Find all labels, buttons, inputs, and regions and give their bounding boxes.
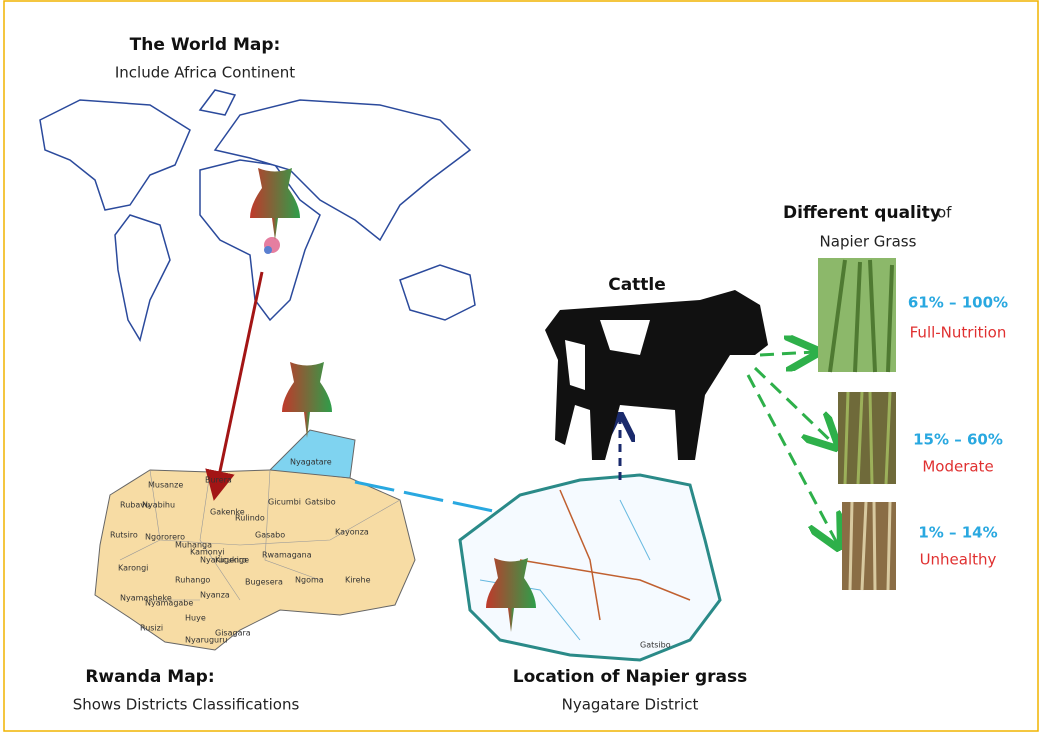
district-label: Gasabo [255,531,285,540]
district-label: Ruhango [175,576,210,585]
district-label: Karongi [118,564,148,573]
district-label: Bugesera [245,578,283,587]
diagram: Gatsibo The World Map: Include Africa Co… [0,0,1042,732]
district-label: Gicumbi [268,498,301,507]
grass-images [818,258,896,590]
district-label: Kicukiro [215,556,247,565]
map-label: Gatsibo [640,641,671,650]
label: Cattle [608,275,666,295]
quality-label: Unhealthy [920,551,997,569]
rwanda-map [95,430,415,650]
district-label: Nyagatare [290,458,332,467]
district-label: Gatsibo [305,498,336,507]
district-label: Nyabihu [142,501,175,510]
arrow [215,272,262,495]
district-label: Nyanza [200,591,230,600]
quality-label: Full-Nutrition [910,324,1007,342]
title: The World Map: [130,35,281,55]
district-label: Kirehe [345,576,371,585]
district-label: Nyamagabe [145,599,193,608]
subtitle: Nyagatare District [562,696,699,714]
district-label: Rwamagana [262,551,312,560]
quality-range: 1% – 14% [918,524,997,542]
subtitle: Include Africa Continent [115,64,295,82]
quality-label: Moderate [922,458,993,476]
district-label: Rusizi [140,624,163,633]
cow [545,290,768,460]
subtitle: Shows Districts Classifications [73,696,300,714]
district-label: Burera [205,476,232,485]
title: of [937,204,952,222]
title: Different quality [783,203,941,223]
title: Location of Napier grass [513,667,748,687]
subtitle: Napier Grass [820,233,917,251]
title: Rwanda Map: [85,667,214,687]
quality-range: 15% – 60% [913,431,1003,449]
district-label: Kayonza [335,528,369,537]
district-label: Rutsiro [110,531,138,540]
quality-range: 61% – 100% [908,294,1008,312]
district-label: Gakenke [210,508,245,517]
district-label: Ngoma [295,576,324,585]
district-label: Huye [185,614,206,623]
green-arrows [748,352,838,545]
district-label: Gisagara [215,629,251,638]
district-label: Musanze [148,481,183,490]
quality-list: 61% – 100% Full-Nutrition 15% – 60% Moderat… [908,294,1008,569]
